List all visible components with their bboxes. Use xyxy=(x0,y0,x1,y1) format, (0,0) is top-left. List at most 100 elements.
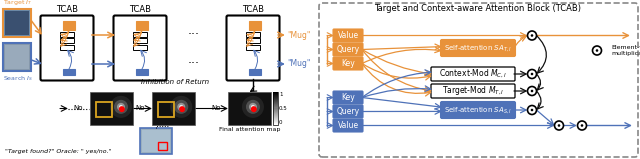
Bar xyxy=(60,45,74,49)
Text: TCAB: TCAB xyxy=(242,5,264,14)
Bar xyxy=(159,102,173,117)
Text: "Mug": "Mug" xyxy=(287,59,310,69)
Bar xyxy=(273,92,278,125)
Bar xyxy=(3,43,31,71)
Circle shape xyxy=(251,105,255,109)
Circle shape xyxy=(242,96,264,118)
FancyBboxPatch shape xyxy=(333,57,363,70)
FancyBboxPatch shape xyxy=(333,105,363,118)
Text: Inhibition of Return: Inhibition of Return xyxy=(141,79,209,85)
Circle shape xyxy=(531,109,533,111)
Bar xyxy=(90,92,133,125)
Circle shape xyxy=(527,86,536,96)
Bar xyxy=(273,107,278,108)
Bar xyxy=(5,11,29,35)
FancyBboxPatch shape xyxy=(113,15,166,80)
Text: Key: Key xyxy=(341,93,355,102)
Bar xyxy=(273,105,278,106)
FancyBboxPatch shape xyxy=(227,15,280,80)
Text: ···: ··· xyxy=(188,58,200,70)
Text: Key: Key xyxy=(341,59,355,68)
Bar xyxy=(273,114,278,115)
Text: Self-attention $SA_{S,l}$: Self-attention $SA_{S,l}$ xyxy=(444,105,512,115)
Bar xyxy=(273,99,278,100)
Circle shape xyxy=(119,106,125,112)
Circle shape xyxy=(251,106,257,112)
Text: TCAB: TCAB xyxy=(129,5,151,14)
Circle shape xyxy=(557,124,560,127)
FancyBboxPatch shape xyxy=(40,15,93,80)
Text: Final attention map: Final attention map xyxy=(219,127,280,132)
Circle shape xyxy=(527,106,536,114)
Text: 0: 0 xyxy=(279,120,282,125)
Text: Target and Context-aware Attention Block (TCAB): Target and Context-aware Attention Block… xyxy=(374,4,582,13)
Bar xyxy=(142,130,170,152)
Text: Target $I_T$: Target $I_T$ xyxy=(3,0,32,7)
Bar xyxy=(273,119,278,120)
Text: No: No xyxy=(211,106,221,111)
FancyBboxPatch shape xyxy=(440,39,515,56)
Circle shape xyxy=(114,100,128,114)
Bar xyxy=(273,101,278,102)
Bar xyxy=(273,111,278,112)
Text: Element-wise
multiplication: Element-wise multiplication xyxy=(611,45,640,56)
Text: No: No xyxy=(135,106,145,111)
Bar xyxy=(273,117,278,118)
Text: Target-Mod $M_{T,l}$: Target-Mod $M_{T,l}$ xyxy=(442,85,504,97)
Text: Value: Value xyxy=(337,31,358,40)
Bar xyxy=(273,121,278,122)
Bar xyxy=(273,108,278,110)
Circle shape xyxy=(177,103,185,111)
Bar xyxy=(273,94,278,95)
FancyBboxPatch shape xyxy=(333,43,363,56)
Circle shape xyxy=(170,96,192,118)
Circle shape xyxy=(246,100,260,114)
Text: Context-Mod $M_{C,l}$: Context-Mod $M_{C,l}$ xyxy=(439,68,507,80)
Bar xyxy=(249,69,261,75)
Bar xyxy=(3,9,31,37)
FancyBboxPatch shape xyxy=(319,3,638,157)
Circle shape xyxy=(596,49,598,52)
Bar xyxy=(273,116,278,117)
Bar xyxy=(273,120,278,121)
Circle shape xyxy=(179,106,185,112)
Circle shape xyxy=(117,103,125,111)
Bar xyxy=(273,102,278,103)
Bar xyxy=(273,118,278,119)
Text: 1: 1 xyxy=(279,92,282,97)
Bar xyxy=(133,38,147,43)
Bar xyxy=(249,21,261,30)
Bar xyxy=(228,92,271,125)
Bar xyxy=(246,45,260,49)
Bar xyxy=(63,69,75,75)
Circle shape xyxy=(527,31,536,40)
Bar xyxy=(273,104,278,105)
Bar xyxy=(273,98,278,99)
Bar xyxy=(133,31,147,37)
Bar xyxy=(273,123,278,124)
Bar xyxy=(133,45,147,49)
Bar xyxy=(273,103,278,104)
Bar xyxy=(273,115,278,116)
Bar xyxy=(97,102,111,117)
Text: Search $I_S$: Search $I_S$ xyxy=(3,74,33,83)
Bar xyxy=(273,124,278,125)
Bar xyxy=(246,38,260,43)
Bar xyxy=(152,92,195,125)
Circle shape xyxy=(577,121,586,130)
Bar xyxy=(273,93,278,94)
Circle shape xyxy=(179,105,183,109)
Circle shape xyxy=(174,100,188,114)
Text: Self-attention $SA_{T,l}$: Self-attention $SA_{T,l}$ xyxy=(444,43,512,53)
FancyBboxPatch shape xyxy=(440,101,515,118)
Text: "Mug": "Mug" xyxy=(287,31,310,39)
Circle shape xyxy=(531,73,533,75)
FancyBboxPatch shape xyxy=(333,119,363,132)
Bar xyxy=(273,110,278,111)
Text: ···: ··· xyxy=(188,28,200,41)
Bar xyxy=(273,97,278,98)
Text: 0.5: 0.5 xyxy=(279,106,288,111)
Bar xyxy=(273,92,278,93)
Bar xyxy=(273,100,278,101)
Circle shape xyxy=(531,90,533,92)
